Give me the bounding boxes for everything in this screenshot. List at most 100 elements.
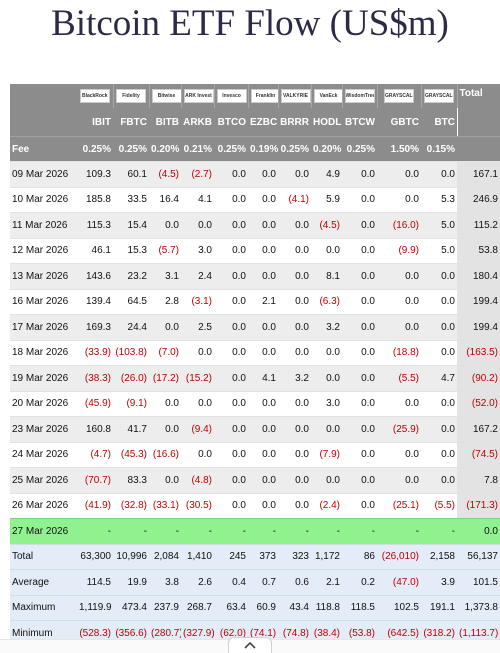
ticker-header: HODL — [311, 108, 342, 137]
flow-cell: 60.1 — [113, 161, 149, 187]
flow-cell: 0.0 — [248, 339, 278, 366]
flow-cell: (17.2) — [149, 365, 181, 391]
table-row: 26 Mar 2026 (41.9) (32.8) (33.1) (30.5) 0.0 0.… — [10, 492, 500, 519]
flow-cell: 3.0 — [181, 237, 214, 264]
flow-cell: 0.0 — [278, 237, 311, 264]
flow-cell: 0.0 — [149, 390, 181, 417]
issuer-logo-cell: ARK Invest — [181, 84, 215, 108]
date-cell: 12 Mar 2026 — [10, 237, 77, 264]
stats-cell: 237.9 — [149, 594, 181, 621]
fee-value: 0.25% — [214, 136, 248, 162]
stats-cell: 2.6 — [181, 569, 214, 595]
date-cell: 10 Mar 2026 — [10, 186, 77, 213]
table-row: 23 Mar 2026 160.8 41.7 0.0 (9.4) 0.0 0.0 0.0 0.0… — [10, 416, 500, 442]
flow-cell: 0.0 — [248, 314, 278, 340]
flow-cell: 0.0 — [377, 161, 421, 187]
flow-cell: 0.0 — [248, 416, 278, 442]
flow-cell: 4.7 — [421, 365, 457, 391]
page-title: Bitcoin ETF Flow (US$m) — [51, 3, 449, 44]
flow-cell: 0.0 — [248, 161, 278, 187]
empty-cell — [457, 136, 500, 162]
flow-cell: 3.2 — [311, 314, 342, 340]
total-cell: 199.4 — [457, 314, 500, 340]
flow-cell: 0.0 — [214, 492, 248, 519]
flow-cell: (6.3) — [311, 288, 342, 315]
flow-cell: (45.9) — [77, 390, 113, 417]
table-row: 24 Mar 2026 (4.7) (45.3) (16.6) 0.0 0.0 0.0 0.0… — [10, 441, 500, 468]
flow-cell: 0.0 — [278, 467, 311, 493]
flow-cell: 139.4 — [77, 288, 113, 315]
flow-cell: 0.0 — [149, 416, 181, 442]
date-cell: 24 Mar 2026 — [10, 441, 77, 468]
total-cell: 167.2 — [457, 416, 500, 442]
flow-cell: 0.0 — [248, 390, 278, 417]
flow-cell: 0.0 — [311, 339, 342, 366]
flow-cell: 0.0 — [278, 390, 311, 417]
flow-cell: (7.0) — [149, 339, 181, 366]
table-row: 11 Mar 2026 115.3 15.4 0.0 0.0 0.0 0.0 0.0 (4.5)… — [10, 212, 500, 238]
date-cell: 26 Mar 2026 — [10, 492, 77, 519]
stats-cell: 0.7 — [248, 569, 278, 595]
flow-cell: 0.0 — [149, 314, 181, 340]
flow-cell: 0.0 — [278, 263, 311, 289]
stats-cell: 43.4 — [278, 594, 311, 621]
stats-cell: 10,996 — [113, 543, 149, 570]
flow-cell: 0.0 — [421, 390, 457, 417]
flow-cell: - — [214, 518, 248, 544]
flow-cell: 0.0 — [342, 186, 377, 213]
table-row: 18 Mar 2026 (33.9) (103.8) (7.0) 0.0 0.0 0.0 0.… — [10, 339, 500, 366]
fee-value: 0.20% — [311, 136, 342, 162]
flow-cell: 2.5 — [181, 314, 214, 340]
flow-cell: 0.0 — [342, 390, 377, 417]
flow-cell: 0.0 — [214, 288, 248, 315]
issuer-logo: Invesco — [216, 89, 247, 103]
flow-cell: 0.0 — [421, 467, 457, 493]
issuer-logo: Franklin — [250, 89, 277, 103]
stats-cell: 3.9 — [421, 569, 457, 595]
flow-cell: 0.0 — [278, 212, 311, 238]
stats-cell: 323 — [278, 543, 311, 570]
stats-cell: 473.4 — [113, 594, 149, 621]
flow-cell: 0.0 — [248, 492, 278, 519]
total-cell: (52.0) — [457, 390, 500, 417]
total-cell: (90.2) — [457, 365, 500, 391]
flow-cell: 15.4 — [113, 212, 149, 238]
issuer-logo-cell: WisdomTree — [342, 84, 378, 108]
stats-total: 101.5 — [457, 569, 500, 595]
flow-cell: 0.0 — [278, 339, 311, 366]
fee-value: 1.50% — [377, 136, 421, 162]
flow-cell: 0.0 — [377, 288, 421, 315]
flow-cell: 0.0 — [248, 212, 278, 238]
date-cell: 16 Mar 2026 — [10, 288, 77, 315]
empty-cell — [10, 84, 77, 108]
flow-cell: 33.5 — [113, 186, 149, 213]
stats-cell: 0.4 — [214, 569, 248, 595]
stats-row: Total 63,300 10,996 2,084 1,410 245 373 323 1,17… — [10, 543, 500, 570]
issuer-logo-cell: VanEck — [311, 84, 343, 108]
stats-cell: 373 — [248, 543, 278, 570]
stats-cell: 268.7 — [181, 594, 214, 621]
flow-cell: 0.0 — [214, 416, 248, 442]
total-cell: 7.8 — [457, 467, 500, 493]
flow-cell: 0.0 — [214, 339, 248, 366]
flow-cell: 0.0 — [248, 263, 278, 289]
issuer-logo: VALKYRIE — [280, 89, 310, 103]
flow-cell: 2.1 — [248, 288, 278, 315]
flow-cell: - — [248, 518, 278, 544]
flow-cell: (32.8) — [113, 492, 149, 519]
flow-cell: (9.9) — [377, 237, 421, 264]
flow-cell: (4.5) — [311, 212, 342, 238]
flow-cell: 24.4 — [113, 314, 149, 340]
flow-cell: (4.7) — [77, 441, 113, 468]
scroll-to-top-button[interactable] — [228, 637, 272, 653]
ticker-header: IBIT — [77, 108, 113, 137]
stats-total: 56,137 — [457, 543, 500, 570]
stats-label: Maximum — [10, 594, 77, 621]
flow-cell: (25.9) — [377, 416, 421, 442]
flow-cell: 0.0 — [311, 416, 342, 442]
issuer-logo-cell: BlackRock — [77, 84, 114, 108]
flow-cell: 0.0 — [342, 314, 377, 340]
flow-cell: 0.0 — [214, 467, 248, 493]
flow-cell: 0.0 — [342, 467, 377, 493]
ticker-header: BTCO — [214, 108, 248, 137]
